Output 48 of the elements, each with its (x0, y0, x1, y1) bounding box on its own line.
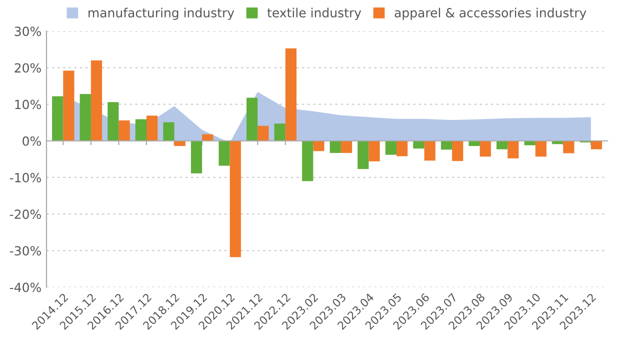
bar (118, 120, 130, 141)
bar (90, 60, 102, 141)
y-tick-label: 0% (22, 136, 41, 146)
bar (202, 134, 214, 141)
bar (524, 140, 536, 146)
bar (480, 140, 491, 157)
bar (52, 96, 64, 141)
bar (146, 116, 158, 141)
bar (452, 140, 464, 161)
y-tick-label: -20% (10, 209, 41, 219)
bar (340, 140, 352, 153)
bar (440, 140, 452, 150)
legend-label: textile industry (267, 8, 362, 20)
bar (413, 140, 424, 149)
bar (230, 140, 241, 258)
legend-label: apparel & accessories industry (394, 8, 586, 20)
y-tick-label: -40% (10, 282, 41, 292)
bar (135, 119, 146, 141)
bar (163, 122, 174, 141)
bar (63, 70, 74, 141)
bar (468, 140, 480, 146)
bar (535, 140, 546, 157)
y-tick-label: 30% (14, 26, 41, 36)
bar (302, 140, 314, 182)
bar (330, 140, 341, 153)
bar (108, 102, 119, 141)
bar (368, 140, 380, 162)
bar (274, 124, 286, 141)
bar (285, 48, 296, 141)
bar (246, 98, 258, 141)
bar (358, 140, 369, 170)
bar (190, 140, 202, 174)
bar (424, 140, 436, 161)
bar (80, 94, 91, 141)
bar (218, 140, 230, 166)
bar (258, 126, 269, 141)
bar (496, 140, 508, 150)
bar (385, 140, 396, 155)
bar (563, 140, 574, 154)
bar (396, 140, 408, 156)
bar (590, 140, 602, 150)
bar (313, 140, 324, 152)
legend-label: manufacturing industry (88, 8, 234, 20)
y-tick-label: 10% (15, 100, 41, 110)
y-tick-label: -10% (10, 172, 41, 182)
bar (508, 140, 519, 158)
y-tick-label: 20% (14, 63, 41, 73)
y-tick-label: -30% (10, 246, 41, 256)
